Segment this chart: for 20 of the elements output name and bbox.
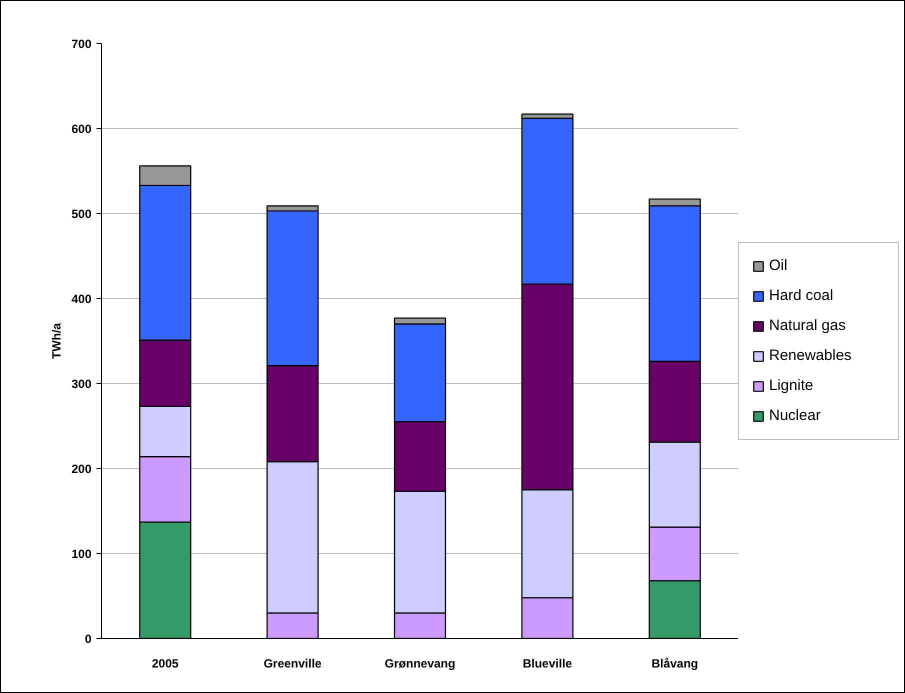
legend-label: Hard coal <box>769 286 834 306</box>
legend-label: Natural gas <box>769 316 847 336</box>
x-tick-label: Blueville <box>522 656 572 670</box>
y-tick-label: 0 <box>84 632 92 646</box>
x-tick-label: Grønnevang <box>384 656 456 670</box>
x-tick-label: 2005 <box>152 656 179 670</box>
x-tick-label: Greenville <box>264 656 322 670</box>
x-tick-label: Blåvang <box>651 656 698 670</box>
y-tick-label: 500 <box>71 207 92 221</box>
y-tick-label: 100 <box>71 547 92 561</box>
legend-label: Oil <box>769 256 788 276</box>
y-axis-title: TWh/a <box>49 322 64 359</box>
legend-label: Lignite <box>769 376 814 396</box>
y-tick-label: 400 <box>71 292 92 306</box>
y-tick-label: 300 <box>71 377 92 391</box>
y-tick-label: 600 <box>71 122 92 136</box>
y-tick-label: 700 <box>71 37 92 51</box>
legend-label: Nuclear <box>769 406 822 426</box>
legend-label: Renewables <box>769 346 853 366</box>
y-tick-label: 200 <box>71 462 92 476</box>
